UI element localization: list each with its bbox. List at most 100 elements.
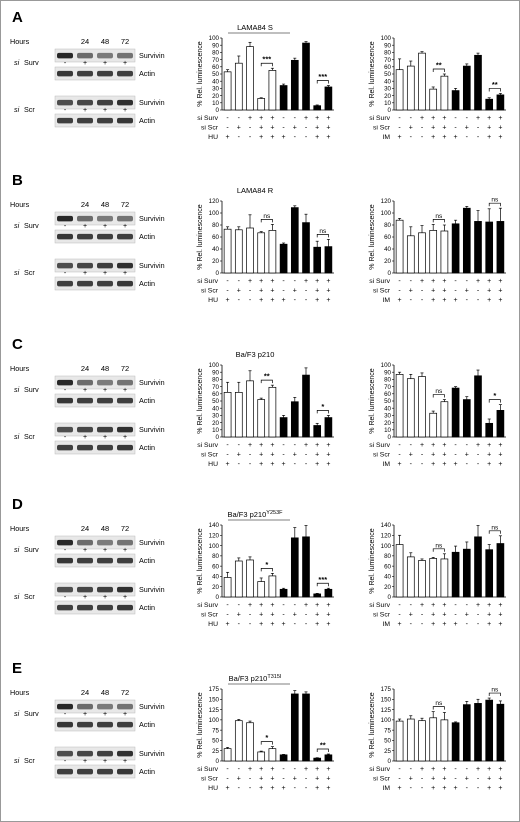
- chart-a-2-significance: **: [436, 61, 442, 70]
- chart-b-2-row-sign: +: [498, 297, 502, 304]
- chart-c-2-significance: ns: [435, 388, 443, 395]
- chart-d-1-row-sign: +: [259, 621, 263, 628]
- chart-d-1-row-sign: +: [326, 621, 330, 628]
- chart-d-2-row-sign: +: [442, 612, 446, 619]
- blot-sign: +: [103, 387, 107, 394]
- blot-survivin-surv: [54, 375, 136, 390]
- chart-b-1-ytick-label: 120: [209, 198, 220, 205]
- blot-survivin-scr-band: [97, 750, 113, 757]
- blot-label-actin: Actin: [139, 443, 155, 452]
- chart-d-1-row-sign: -: [282, 602, 285, 609]
- blot-sign: +: [123, 387, 127, 394]
- chart-b-1-row-sign: -: [226, 278, 229, 285]
- chart-a-2-row-sign: -: [410, 134, 413, 141]
- blot-survivin-surv-band: [57, 215, 73, 222]
- chart-a-1-row-sign: +: [326, 125, 330, 132]
- chart-e-1-bracket: [260, 741, 273, 745]
- chart-c-1-ytick-label: 80: [212, 377, 219, 384]
- blot-survivin-scr-band: [57, 586, 73, 593]
- chart-d-1-row-sign: +: [248, 602, 252, 609]
- blot-survivin-surv-band: [117, 379, 133, 386]
- chart-d-2-row-sign: +: [498, 621, 502, 628]
- blot-label-actin: Actin: [139, 396, 155, 405]
- chart-a-1-row-sign: +: [270, 125, 274, 132]
- blot-survivin-surv-band: [117, 703, 133, 710]
- chart-c-1-bracket: [260, 379, 273, 384]
- chart-c-1-ytick-label: 70: [212, 384, 219, 391]
- chart-b-1-significance: ns: [319, 228, 327, 235]
- chart-c-2-row-sign: -: [454, 452, 457, 459]
- chart-b-1-bar: [223, 228, 232, 274]
- chart-a-2-row-sign: +: [498, 125, 502, 132]
- blot-actin-surv: [54, 553, 136, 568]
- blot-survivin-scr-band: [97, 586, 113, 593]
- chart-e-1-ylabel: % Rel. luminescence: [197, 692, 204, 757]
- chart-b-1-row-sign: +: [270, 278, 274, 285]
- chart-d-1-row-label: si Surv: [197, 602, 218, 609]
- chart-a-2-bar: [485, 98, 494, 111]
- chart-c-2-row-sign: -: [466, 461, 469, 468]
- chart-b-1-row-sign: +: [315, 278, 319, 285]
- chart-b-1-bar: [279, 243, 288, 274]
- blot-survivin-scr: [54, 95, 136, 110]
- chart-d-1-ytick-label: 120: [209, 532, 220, 539]
- chart-e-2-row-sign: -: [398, 776, 401, 783]
- blot-actin-surv-band: [57, 557, 73, 564]
- chart-a-1-row-sign: +: [315, 134, 319, 141]
- chart-a-1-ytick-label: 10: [212, 100, 219, 107]
- blot-actin-surv-band: [77, 397, 93, 404]
- chart-d-1-bar: [279, 588, 288, 598]
- chart-e-2-ylabel: % Rel. luminescence: [369, 692, 376, 757]
- chart-b-1-row-sign: -: [238, 297, 241, 304]
- chart-e-2-row-sign: +: [498, 785, 502, 792]
- chart-e-1-row-sign: +: [282, 785, 286, 792]
- chart-e-1-row-sign: -: [238, 766, 241, 773]
- chart-c-1-row-sign: +: [315, 452, 319, 459]
- chart-e-2-row-sign: -: [410, 785, 413, 792]
- blot-sign: +: [83, 270, 87, 277]
- chart-b-1-bar: [302, 222, 310, 274]
- si-prefix: si: [14, 221, 20, 230]
- chart-c-1-row-sign: +: [315, 461, 319, 468]
- chart-c-1-bar: [302, 374, 310, 438]
- chart-d-2-row-sign: -: [454, 612, 457, 619]
- chart-b-2-row-sign: +: [487, 297, 491, 304]
- chart-a-2-bracket: [432, 68, 445, 72]
- blot-survivin-scr-frame: [54, 95, 136, 110]
- panel-title: Ba/F3 p210: [236, 350, 275, 359]
- blot-survivin-surv-band: [97, 703, 113, 710]
- blot-actin-surv: [54, 717, 136, 732]
- panel-title: LAMA84 R: [237, 186, 274, 195]
- chart-e-1-row-sign: +: [270, 785, 274, 792]
- chart-b-2-bar: [395, 219, 404, 274]
- chart-c-2-ytick-label: 70: [384, 384, 391, 391]
- blot-label-survivin: Survivin: [139, 214, 165, 223]
- chart-c-2-row-sign: +: [465, 452, 469, 459]
- blot-actin-surv-band: [77, 721, 93, 728]
- chart-a-2-significance: **: [492, 80, 498, 89]
- chart-b-1-significance: ns: [263, 213, 271, 220]
- chart-a-2-row-sign: -: [466, 115, 469, 122]
- chart-e-1-bar: [279, 754, 288, 762]
- chart-b-1-row-sign: -: [282, 288, 285, 295]
- chart-c-1-row-sign: -: [305, 461, 308, 468]
- chart-a-1-bracket: [260, 62, 273, 67]
- chart-c-1-ytick-label: 20: [212, 420, 219, 427]
- blot-survivin-scr-band: [97, 262, 113, 269]
- blot-survivin-surv-band: [77, 703, 93, 710]
- hours-label: Hours: [10, 688, 30, 697]
- chart-c-2-ytick-label: 60: [384, 391, 391, 398]
- blot-sign: +: [103, 270, 107, 277]
- blot-sign: +: [123, 270, 127, 277]
- chart-b-2-ytick-label: 120: [381, 198, 392, 205]
- chart-d-1-row-sign: +: [270, 612, 274, 619]
- blot-survivin-scr: [54, 258, 136, 273]
- chart-d-1-ylabel: % Rel. luminescence: [197, 528, 204, 593]
- blot-actin-scr-band: [117, 604, 133, 611]
- blot-actin-scr-band: [117, 444, 133, 451]
- chart-b-1-row-sign: -: [282, 278, 285, 285]
- chart-a-1-row-sign: -: [249, 125, 252, 132]
- chart-c-2-bar: [451, 387, 460, 438]
- chart-e-1-row-sign: +: [270, 766, 274, 773]
